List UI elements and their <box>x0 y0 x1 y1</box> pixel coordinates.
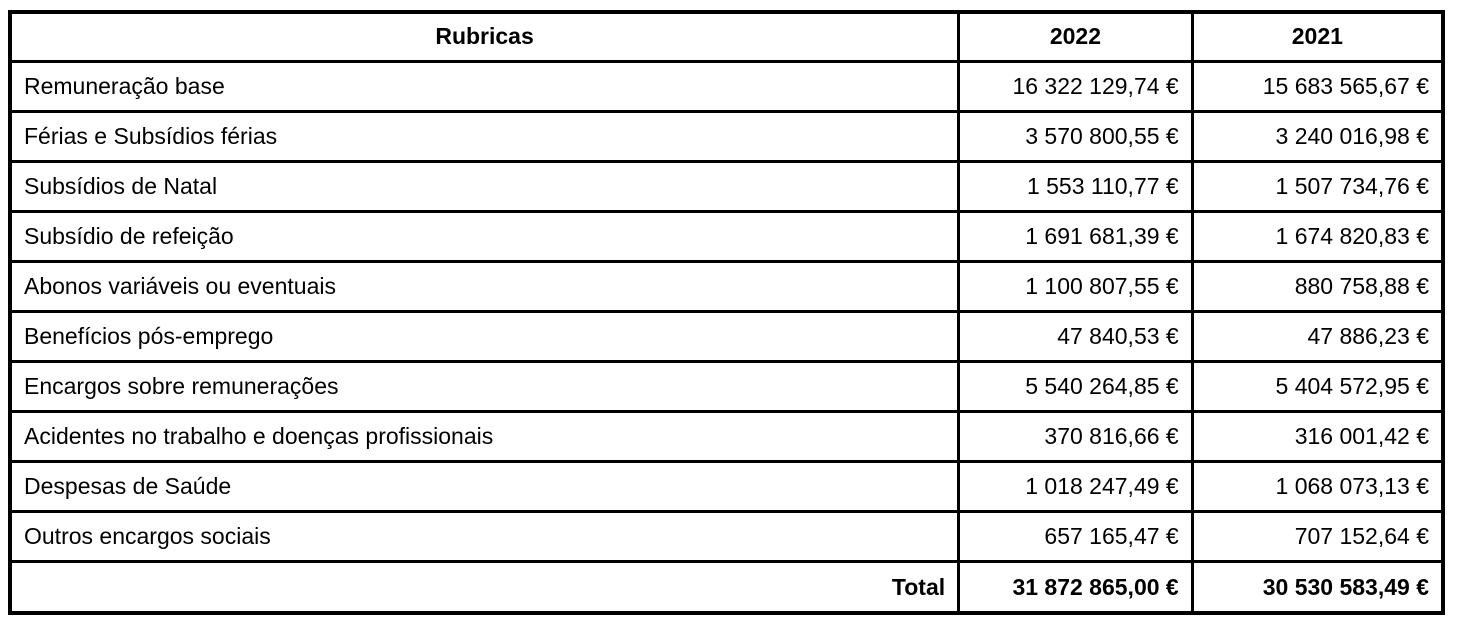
table-row: Remuneração base 16 322 129,74 € 15 683 … <box>8 59 1445 114</box>
row-value-2021: 316 001,42 € <box>1190 410 1445 464</box>
total-value-2021: 30 530 583,49 € <box>1190 560 1445 615</box>
table-row: Abonos variáveis ou eventuais 1 100 807,… <box>8 260 1445 314</box>
row-value-2022: 1 018 247,49 € <box>957 460 1194 514</box>
table-row: Encargos sobre remunerações 5 540 264,85… <box>8 360 1445 414</box>
row-label: Benefícios pós-emprego <box>8 310 961 364</box>
row-value-2022: 1 553 110,77 € <box>957 160 1194 214</box>
row-label: Abonos variáveis ou eventuais <box>8 260 961 314</box>
costs-table-container: Rubricas 2022 2021 Remuneração base 16 3… <box>8 10 1445 615</box>
row-label: Remuneração base <box>8 59 961 114</box>
column-header-2021: 2021 <box>1190 10 1445 63</box>
column-header-rubricas: Rubricas <box>8 10 961 63</box>
row-label: Despesas de Saúde <box>8 460 961 514</box>
table-row: Subsídios de Natal 1 553 110,77 € 1 507 … <box>8 160 1445 214</box>
row-value-2021: 880 758,88 € <box>1190 260 1445 314</box>
row-value-2022: 3 570 800,55 € <box>957 110 1194 164</box>
row-value-2021: 15 683 565,67 € <box>1190 59 1445 114</box>
row-label: Encargos sobre remunerações <box>8 360 961 414</box>
header-row: Rubricas 2022 2021 <box>8 10 1445 63</box>
row-value-2021: 707 152,64 € <box>1190 510 1445 564</box>
row-value-2021: 5 404 572,95 € <box>1190 360 1445 414</box>
row-value-2021: 1 674 820,83 € <box>1190 210 1445 264</box>
table-row: Benefícios pós-emprego 47 840,53 € 47 88… <box>8 310 1445 364</box>
table-row: Subsídio de refeição 1 691 681,39 € 1 67… <box>8 210 1445 264</box>
row-value-2022: 16 322 129,74 € <box>957 59 1194 114</box>
total-value-2022: 31 872 865,00 € <box>957 560 1194 615</box>
row-value-2022: 47 840,53 € <box>957 310 1194 364</box>
row-value-2021: 3 240 016,98 € <box>1190 110 1445 164</box>
row-label: Acidentes no trabalho e doenças profissi… <box>8 410 961 464</box>
row-value-2021: 47 886,23 € <box>1190 310 1445 364</box>
column-header-2022: 2022 <box>957 10 1194 63</box>
row-value-2021: 1 507 734,76 € <box>1190 160 1445 214</box>
row-label: Férias e Subsídios férias <box>8 110 961 164</box>
row-value-2022: 1 691 681,39 € <box>957 210 1194 264</box>
total-label: Total <box>8 560 961 615</box>
total-row: Total 31 872 865,00 € 30 530 583,49 € <box>8 560 1445 615</box>
table-row: Outros encargos sociais 657 165,47 € 707… <box>8 510 1445 564</box>
row-value-2022: 1 100 807,55 € <box>957 260 1194 314</box>
row-value-2022: 370 816,66 € <box>957 410 1194 464</box>
row-label: Subsídios de Natal <box>8 160 961 214</box>
table-row: Despesas de Saúde 1 018 247,49 € 1 068 0… <box>8 460 1445 514</box>
row-label: Subsídio de refeição <box>8 210 961 264</box>
table-row: Acidentes no trabalho e doenças profissi… <box>8 410 1445 464</box>
row-value-2021: 1 068 073,13 € <box>1190 460 1445 514</box>
costs-table: Rubricas 2022 2021 Remuneração base 16 3… <box>8 10 1445 615</box>
row-value-2022: 5 540 264,85 € <box>957 360 1194 414</box>
row-label: Outros encargos sociais <box>8 510 961 564</box>
row-value-2022: 657 165,47 € <box>957 510 1194 564</box>
table-row: Férias e Subsídios férias 3 570 800,55 €… <box>8 110 1445 164</box>
